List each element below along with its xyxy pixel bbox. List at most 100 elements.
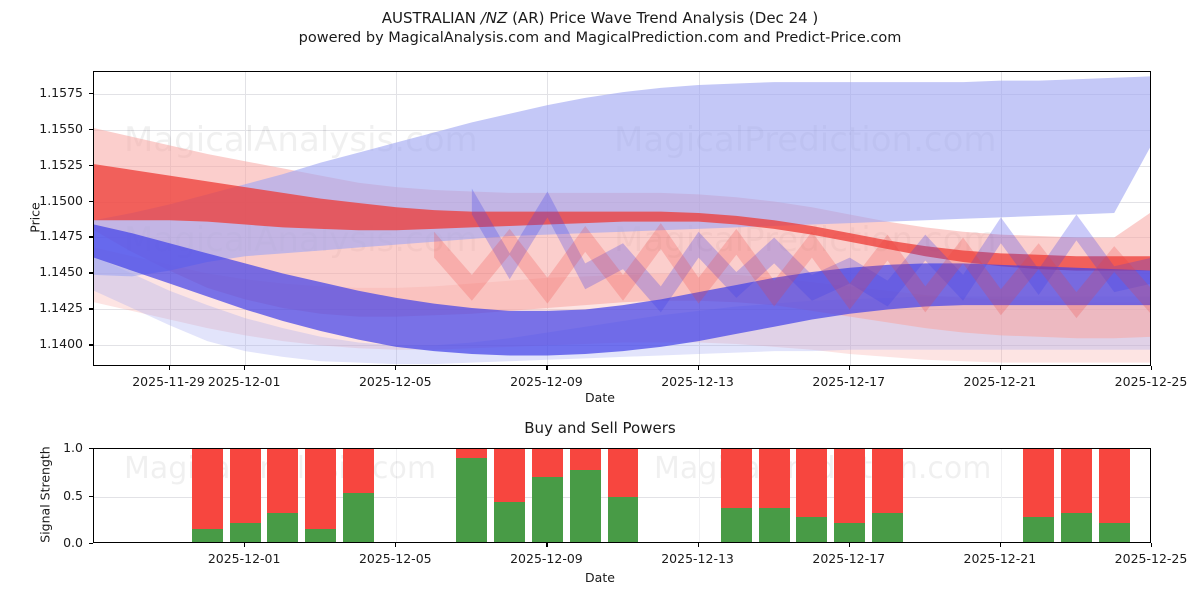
buy-power-segment — [1023, 517, 1055, 542]
price-xtick-label: 2025-12-09 — [510, 374, 583, 389]
signal-xtick-label: 2025-12-05 — [358, 551, 432, 566]
buy-power-segment — [872, 512, 903, 542]
price-xtick-label: 2025-12-13 — [661, 374, 734, 389]
price-xtick-mark — [697, 366, 699, 370]
price-wave-plot-area: MagicalAnalysis.comMagicalPrediction.com… — [94, 72, 1150, 365]
signal-bar[interactable] — [796, 449, 828, 542]
price-ytick-label: 1.1475 — [39, 228, 83, 244]
price-ytick-mark — [89, 128, 93, 130]
price-wave-bands — [94, 76, 1150, 365]
title-pair-symbol: /NZ — [480, 9, 508, 27]
buy-power-segment — [834, 523, 866, 542]
signal-bar[interactable] — [343, 449, 374, 542]
signal-xtick-label: 2025-12-13 — [661, 551, 734, 566]
price-ytick-mark — [89, 92, 93, 94]
buy-power-segment — [720, 507, 752, 542]
signal-ytick-label: 0.0 — [63, 535, 83, 550]
buy-power-segment — [343, 492, 374, 542]
signal-bar[interactable] — [834, 449, 866, 542]
title-block: AUSTRALIAN /NZ (AR) Price Wave Trend Ana… — [0, 8, 1200, 48]
price-xtick-mark — [395, 366, 397, 370]
buy-power-segment — [494, 502, 526, 542]
page-subtitle: powered by MagicalAnalysis.com and Magic… — [298, 30, 902, 46]
buy-sell-plot-area: MagicalAnalysis.comMagicalPrediction.com — [94, 449, 1150, 542]
wave-band-bear-band-faint-low — [94, 256, 1150, 365]
price-ytick-mark — [89, 236, 93, 238]
signal-xtick-mark — [697, 543, 699, 547]
price-xtick-label: 2025-11-29 — [132, 374, 205, 389]
wave-band-bear-band-core — [94, 224, 1150, 356]
signal-strength-axis-title: Signal Strength — [37, 445, 53, 543]
price-xtick-label: 2025-12-25 — [1114, 374, 1188, 389]
price-xtick-mark — [999, 366, 1002, 370]
signal-xtick-label: 2025-12-09 — [510, 551, 583, 566]
buy-power-segment — [191, 528, 223, 542]
price-ytick-label: 1.1450 — [39, 264, 83, 280]
buy-power-segment — [531, 476, 563, 542]
buy-sell-panel-title: Buy and Sell Powers — [524, 419, 676, 437]
price-xtick-mark — [168, 366, 170, 370]
sell-power-segment — [305, 449, 337, 542]
signal-gridline-vertical — [1000, 449, 1002, 542]
signal-ytick-mark — [89, 448, 93, 450]
signal-gridline-vertical — [396, 449, 398, 542]
signal-bar[interactable] — [569, 449, 601, 542]
price-ytick-label: 1.1525 — [39, 156, 83, 172]
price-ytick-label: 1.1575 — [39, 84, 83, 100]
signal-xtick-label: 2025-12-21 — [963, 551, 1037, 566]
price-xtick-mark — [848, 366, 850, 370]
signal-bar[interactable] — [494, 449, 526, 542]
price-ytick-label: 1.1500 — [39, 192, 83, 208]
signal-bar[interactable] — [1098, 449, 1130, 542]
price-ytick-mark — [89, 308, 93, 310]
price-ytick-label: 1.1425 — [39, 300, 83, 316]
buy-sell-xaxis-title: Date — [585, 570, 615, 585]
price-ytick-label: 1.1550 — [39, 120, 83, 136]
buy-power-segment — [1098, 523, 1130, 542]
signal-xtick-mark — [244, 543, 246, 547]
signal-xtick-label: 2025-12-25 — [1114, 551, 1188, 566]
price-xtick-label: 2025-12-01 — [207, 374, 281, 389]
buy-power-segment — [1060, 512, 1092, 542]
buy-power-segment — [569, 469, 601, 542]
title-prefix: AUSTRALIAN — [381, 9, 481, 27]
buy-power-segment — [758, 507, 790, 542]
page-title: AUSTRALIAN /NZ (AR) Price Wave Trend Ana… — [0, 8, 1200, 28]
price-xtick-label: 2025-12-05 — [358, 374, 432, 389]
signal-xtick-mark — [999, 543, 1002, 547]
price-chart-xaxis-title: Date — [585, 390, 615, 405]
buy-sell-powers-chart: MagicalAnalysis.comMagicalPrediction.com — [93, 448, 1151, 543]
price-xtick-label: 2025-12-21 — [963, 374, 1037, 389]
signal-bar[interactable] — [305, 449, 337, 542]
price-axis-title: Price — [27, 201, 43, 233]
signal-xtick-mark — [1151, 543, 1153, 547]
price-wave-chart: MagicalAnalysis.comMagicalPrediction.com… — [93, 71, 1151, 366]
buy-power-segment — [607, 496, 639, 542]
signal-bar[interactable] — [872, 449, 903, 542]
price-ytick-mark — [89, 344, 93, 346]
signal-bar[interactable] — [1023, 449, 1055, 542]
signal-bar[interactable] — [456, 449, 488, 542]
signal-bar[interactable] — [531, 449, 563, 542]
price-ytick-label: 1.1400 — [39, 336, 83, 352]
signal-bar[interactable] — [758, 449, 790, 542]
signal-bar[interactable] — [229, 449, 261, 542]
signal-bar[interactable] — [267, 449, 299, 542]
wave-zigzag-zz-blue-mid — [471, 188, 1150, 313]
wave-band-bull-band-core — [94, 164, 1150, 271]
price-xtick-mark — [1151, 366, 1153, 370]
buy-power-segment — [229, 523, 261, 542]
signal-bar[interactable] — [607, 449, 639, 542]
price-ytick-mark — [89, 272, 93, 274]
signal-xtick-mark — [395, 543, 397, 547]
signal-bar[interactable] — [720, 449, 752, 542]
buy-power-segment — [267, 512, 299, 542]
price-ytick-mark — [89, 164, 93, 166]
price-gridline-vertical — [1000, 72, 1002, 365]
buy-power-segment — [305, 528, 337, 542]
signal-bar[interactable] — [191, 449, 223, 542]
buy-power-segment — [796, 517, 828, 542]
wave-zigzag-zz-red-mid — [434, 223, 1150, 319]
buy-power-segment — [456, 457, 488, 542]
signal-bar[interactable] — [1060, 449, 1092, 542]
